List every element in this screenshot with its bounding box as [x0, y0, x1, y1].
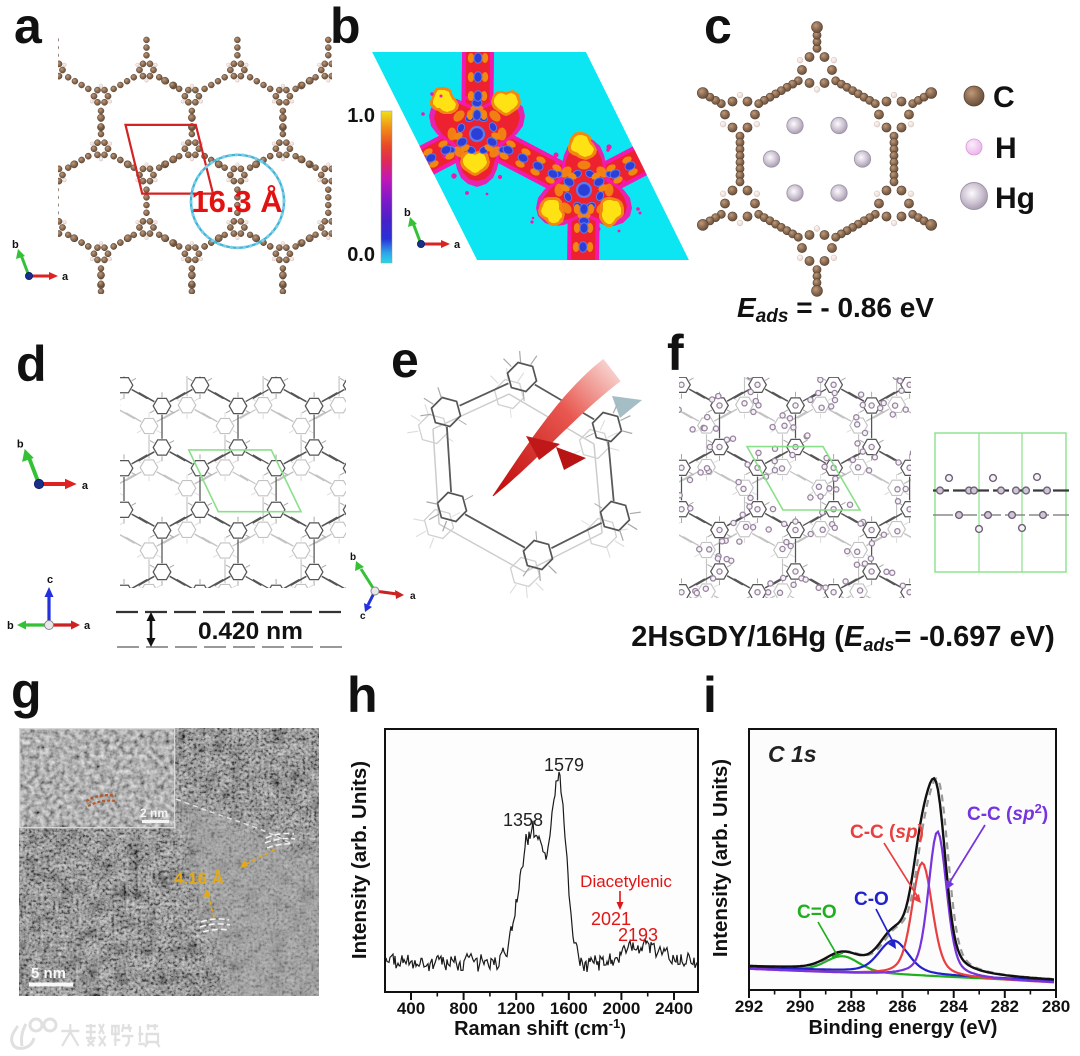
svg-text:b: b	[7, 620, 14, 632]
svg-text:e: e	[391, 332, 419, 388]
svg-text:c: c	[704, 0, 732, 54]
svg-text:Intensity (arb. Units): Intensity (arb. Units)	[709, 759, 732, 957]
svg-text:280: 280	[1042, 997, 1070, 1016]
svg-text:2021: 2021	[591, 909, 631, 929]
svg-text:C 1s: C 1s	[768, 741, 817, 767]
svg-text:290: 290	[786, 997, 814, 1016]
svg-text:H: H	[995, 132, 1017, 165]
svg-text:b: b	[12, 239, 19, 251]
svg-text:1579: 1579	[544, 755, 584, 775]
svg-text:b: b	[330, 0, 361, 54]
svg-text:Eads = - 0.86 eV: Eads = - 0.86 eV	[737, 292, 934, 327]
svg-text:b: b	[404, 207, 411, 219]
svg-text:0.420 nm: 0.420 nm	[198, 618, 303, 645]
svg-text:a: a	[82, 480, 89, 492]
svg-text:f: f	[667, 325, 684, 381]
svg-text:0.0: 0.0	[347, 244, 375, 266]
svg-text:2 nm: 2 nm	[140, 806, 168, 820]
svg-text:Raman shift (cm-1): Raman shift (cm-1)	[454, 1016, 626, 1040]
svg-text:C: C	[993, 81, 1015, 114]
svg-text:292: 292	[735, 997, 763, 1016]
svg-text:a: a	[84, 620, 91, 632]
svg-text:C-C (sp): C-C (sp)	[850, 822, 924, 843]
svg-text:284: 284	[940, 997, 969, 1016]
svg-text:c: c	[47, 574, 53, 586]
svg-text:800: 800	[449, 999, 477, 1018]
svg-text:2HsGDY/16Hg (Eads= -0.697 eV): 2HsGDY/16Hg (Eads= -0.697 eV)	[631, 621, 1055, 655]
svg-text:2400: 2400	[655, 999, 693, 1018]
svg-text:a: a	[454, 239, 461, 251]
svg-text:1358: 1358	[503, 810, 543, 830]
svg-text:c: c	[360, 611, 366, 622]
svg-text:1.0: 1.0	[347, 105, 375, 127]
svg-text:d: d	[16, 336, 47, 392]
svg-text:16.3 Å: 16.3 Å	[191, 184, 282, 219]
svg-text:4.16 Å: 4.16 Å	[174, 869, 224, 888]
svg-text:Diacetylenic: Diacetylenic	[580, 872, 672, 891]
svg-text:Intensity (arb. Units): Intensity (arb. Units)	[348, 761, 371, 959]
svg-text:b: b	[17, 439, 24, 451]
svg-text:g: g	[11, 663, 42, 719]
svg-text:C-C (sp2): C-C (sp2)	[967, 801, 1048, 825]
svg-text:282: 282	[991, 997, 1019, 1016]
svg-text:i: i	[703, 667, 717, 723]
svg-text:2000: 2000	[602, 999, 640, 1018]
svg-text:a: a	[62, 271, 69, 283]
svg-text:C=O: C=O	[797, 902, 837, 923]
svg-text:h: h	[347, 667, 378, 723]
svg-text:1200: 1200	[497, 999, 535, 1018]
svg-text:Hg: Hg	[995, 182, 1035, 215]
svg-text:C-O: C-O	[854, 889, 889, 910]
svg-text:b: b	[350, 552, 356, 563]
svg-text:a: a	[410, 591, 416, 602]
svg-text:a: a	[14, 0, 43, 54]
svg-text:286: 286	[888, 997, 916, 1016]
svg-text:5 nm: 5 nm	[31, 965, 66, 982]
svg-text:400: 400	[397, 999, 425, 1018]
svg-text:288: 288	[837, 997, 865, 1016]
svg-text:Binding energy (eV): Binding energy (eV)	[809, 1017, 998, 1039]
svg-text:1600: 1600	[550, 999, 588, 1018]
svg-text:2193: 2193	[618, 925, 658, 945]
